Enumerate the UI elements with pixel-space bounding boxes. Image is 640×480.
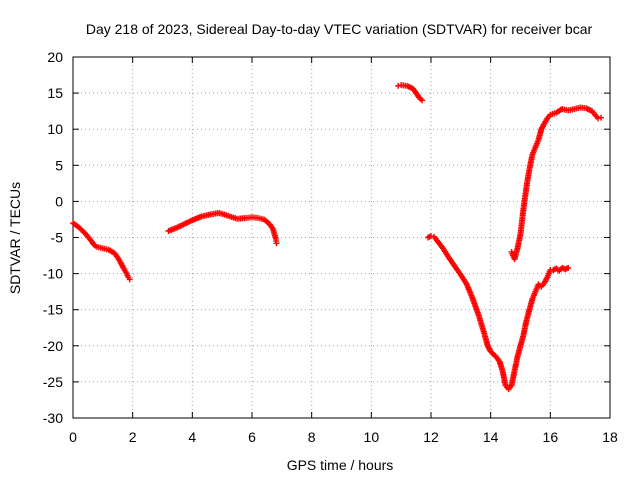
y-tick-label: 15 (47, 85, 63, 101)
x-tick-label: 14 (483, 429, 499, 445)
data-point (595, 115, 602, 122)
x-tick-label: 18 (602, 429, 618, 445)
x-axis-label: GPS time / hours (287, 457, 394, 473)
data-points (70, 82, 605, 393)
data-point (598, 114, 605, 121)
data-point (126, 276, 133, 283)
x-tick-label: 8 (308, 429, 316, 445)
grid (73, 57, 610, 418)
y-tick-label: -25 (43, 374, 63, 390)
y-tick-label: -30 (43, 410, 63, 426)
y-tick-label: -5 (51, 230, 64, 246)
x-tick-label: 2 (129, 429, 137, 445)
data-point (273, 240, 280, 247)
y-tick-label: 0 (55, 193, 63, 209)
y-tick-label: -10 (43, 266, 63, 282)
plot-frame (72, 56, 611, 419)
x-tick-label: 0 (69, 429, 77, 445)
data-point (419, 97, 426, 104)
x-tick-label: 16 (543, 429, 559, 445)
y-tick-label: 10 (47, 121, 63, 137)
y-tick-label: -20 (43, 338, 63, 354)
x-tick-label: 6 (248, 429, 256, 445)
data-point (428, 233, 434, 240)
x-tick-label: 10 (364, 429, 380, 445)
chart-title: Day 218 of 2023, Sidereal Day-to-day VTE… (86, 21, 593, 37)
y-tick-label: 5 (55, 157, 63, 173)
y-tick-label: 20 (47, 49, 63, 65)
x-tick-label: 12 (423, 429, 439, 445)
y-axis-label: SDTVAR / TECUs (7, 182, 23, 294)
data-point (565, 264, 572, 271)
y-tick-label: -15 (43, 302, 63, 318)
axis-ticks: 0 2 4 6 8 10 12 14 16 18 -30 -25 -20 -15 -10 -5 0 5 10 15 20 (43, 49, 618, 445)
x-tick-label: 4 (188, 429, 196, 445)
